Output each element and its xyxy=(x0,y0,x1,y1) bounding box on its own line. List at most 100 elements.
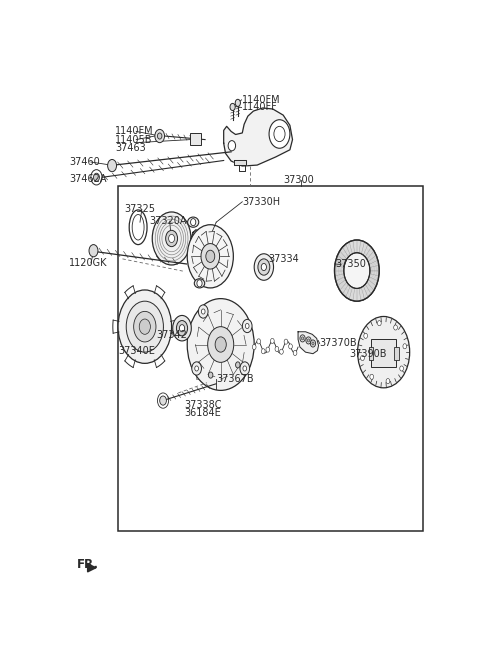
Circle shape xyxy=(139,319,150,334)
Circle shape xyxy=(261,263,266,271)
Circle shape xyxy=(242,319,252,332)
Circle shape xyxy=(284,339,288,344)
Circle shape xyxy=(288,344,292,349)
Text: 37334: 37334 xyxy=(268,254,299,264)
Circle shape xyxy=(177,320,188,336)
Text: 37350: 37350 xyxy=(335,259,366,269)
Polygon shape xyxy=(298,332,319,354)
Bar xyxy=(394,347,398,359)
Circle shape xyxy=(254,254,274,280)
Circle shape xyxy=(262,349,265,354)
Bar xyxy=(371,340,396,367)
Text: 37462A: 37462A xyxy=(69,174,107,184)
Circle shape xyxy=(300,335,305,342)
Circle shape xyxy=(358,316,410,388)
Circle shape xyxy=(370,374,373,379)
Text: 37320A: 37320A xyxy=(149,216,187,226)
Circle shape xyxy=(126,301,163,352)
Circle shape xyxy=(240,362,250,375)
Circle shape xyxy=(191,218,196,226)
Circle shape xyxy=(344,253,370,289)
Circle shape xyxy=(198,305,208,318)
Circle shape xyxy=(173,316,192,341)
Text: 37390B: 37390B xyxy=(349,349,387,359)
Ellipse shape xyxy=(129,210,147,244)
Circle shape xyxy=(201,309,205,314)
Circle shape xyxy=(89,244,98,257)
Circle shape xyxy=(215,337,226,352)
Circle shape xyxy=(168,234,175,242)
Text: 1140FM: 1140FM xyxy=(115,126,154,136)
Text: 1120GK: 1120GK xyxy=(69,258,108,268)
Circle shape xyxy=(275,346,279,352)
Text: 1140FM: 1140FM xyxy=(242,95,281,105)
Bar xyxy=(196,344,240,379)
Circle shape xyxy=(269,120,290,148)
Text: 37342: 37342 xyxy=(156,330,187,340)
Text: 37463: 37463 xyxy=(115,143,146,153)
Text: 1140FF: 1140FF xyxy=(242,103,278,113)
Circle shape xyxy=(312,342,314,345)
Circle shape xyxy=(301,337,304,340)
Circle shape xyxy=(266,347,270,352)
Circle shape xyxy=(152,212,191,265)
Circle shape xyxy=(160,396,167,405)
Text: 37370B: 37370B xyxy=(320,338,357,348)
Bar xyxy=(190,134,201,145)
Circle shape xyxy=(236,362,240,368)
Circle shape xyxy=(228,140,236,151)
Polygon shape xyxy=(224,108,292,166)
Circle shape xyxy=(377,320,381,326)
Circle shape xyxy=(335,240,379,301)
Circle shape xyxy=(108,160,117,171)
Circle shape xyxy=(293,350,297,355)
Text: 37300: 37300 xyxy=(283,175,314,185)
Circle shape xyxy=(192,362,202,375)
Text: FR.: FR. xyxy=(77,558,99,571)
Circle shape xyxy=(306,337,311,344)
Circle shape xyxy=(91,169,102,185)
Ellipse shape xyxy=(188,217,199,227)
Circle shape xyxy=(208,372,213,378)
Circle shape xyxy=(208,326,234,362)
Circle shape xyxy=(187,299,254,391)
Bar xyxy=(369,347,373,359)
Circle shape xyxy=(155,129,165,142)
Circle shape xyxy=(245,324,249,328)
Text: 37338C: 37338C xyxy=(185,400,222,410)
Circle shape xyxy=(257,339,261,344)
Text: 37460: 37460 xyxy=(69,157,100,167)
Circle shape xyxy=(307,339,310,342)
Circle shape xyxy=(271,338,274,344)
Circle shape xyxy=(360,355,364,361)
Ellipse shape xyxy=(194,279,204,288)
Circle shape xyxy=(197,280,202,287)
Circle shape xyxy=(386,379,390,384)
Text: 36184E: 36184E xyxy=(185,408,221,418)
Circle shape xyxy=(258,259,270,275)
Circle shape xyxy=(400,366,404,371)
Circle shape xyxy=(133,311,156,342)
Circle shape xyxy=(206,250,215,262)
Circle shape xyxy=(157,133,162,139)
Circle shape xyxy=(394,325,397,330)
Polygon shape xyxy=(191,230,230,281)
Circle shape xyxy=(166,230,178,247)
Circle shape xyxy=(187,224,233,288)
Text: 37330H: 37330H xyxy=(242,197,280,207)
Circle shape xyxy=(279,349,283,354)
Bar xyxy=(118,187,423,530)
Circle shape xyxy=(243,366,247,371)
Text: 11405B: 11405B xyxy=(115,134,153,144)
Text: 37340E: 37340E xyxy=(119,346,156,355)
Circle shape xyxy=(180,324,185,332)
Circle shape xyxy=(195,366,199,371)
Circle shape xyxy=(364,333,368,338)
Polygon shape xyxy=(234,160,246,165)
Circle shape xyxy=(403,344,407,349)
Circle shape xyxy=(201,244,219,269)
Text: 37325: 37325 xyxy=(124,205,155,214)
Circle shape xyxy=(311,340,315,347)
Circle shape xyxy=(252,344,256,350)
Text: 37367B: 37367B xyxy=(216,374,254,384)
